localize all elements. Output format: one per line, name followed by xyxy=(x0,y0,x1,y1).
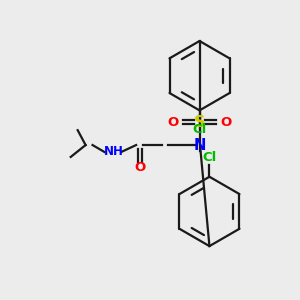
Text: O: O xyxy=(167,116,178,129)
Text: O: O xyxy=(134,161,146,174)
Text: Cl: Cl xyxy=(192,123,207,136)
Text: N: N xyxy=(193,137,206,152)
Text: S: S xyxy=(194,115,205,130)
Text: NH: NH xyxy=(103,146,123,158)
Text: Cl: Cl xyxy=(202,152,217,164)
Text: O: O xyxy=(221,116,232,129)
